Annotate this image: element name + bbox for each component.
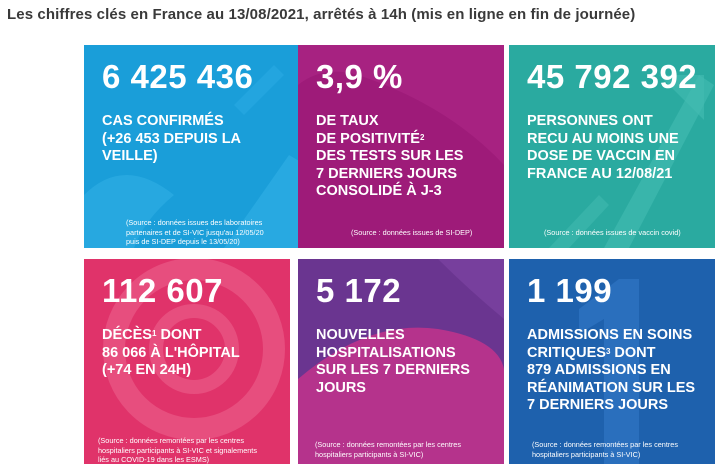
positivity-rate-tile: 3,9 % DE TAUX DE POSITIVITÉ2 DES TESTS S…	[298, 45, 504, 248]
positivity-rate-label: DE TAUX DE POSITIVITÉ2 DES TESTS SUR LES…	[316, 113, 464, 199]
critical-care-tile: 1 199 ADMISSIONS EN SOINS CRITIQUES3 DON…	[509, 259, 715, 464]
hospitalisations-source: (Source : données remontées par les cent…	[315, 440, 462, 459]
critical-care-source: (Source : données remontées par les cent…	[532, 440, 679, 459]
hospitalisations-label: NOUVELLES HOSPITALISATIONS SUR LES 7 DER…	[316, 327, 470, 396]
footnote-2: 2	[419, 132, 425, 142]
hospitalisations-tile: 5 172 NOUVELLES HOSPITALISATIONS SUR LES…	[298, 259, 504, 464]
confirmed-cases-label: CAS CONFIRMÉS (+26 453 DEPUIS LA VEILLE)	[102, 113, 242, 164]
deaths-label: DÉCÈS1 DONT 86 066 À L'HÔPITAL (+74 EN 2…	[102, 327, 240, 378]
confirmed-cases-source: (Source : données issues des laboratoire…	[126, 218, 264, 246]
deaths-tile: 112 607 DÉCÈS1 DONT 86 066 À L'HÔPITAL (…	[84, 259, 290, 464]
vaccination-tile: 45 792 392 PERSONNES ONT RECU AU MOINS U…	[509, 45, 715, 248]
vaccination-source: (Source : données issues de vaccin covid…	[544, 228, 681, 237]
vaccination-value: 45 792 392	[527, 58, 698, 95]
critical-care-value: 1 199	[527, 272, 613, 309]
hospitalisations-value: 5 172	[316, 272, 402, 309]
confirmed-cases-value: 6 425 436	[102, 58, 254, 95]
footnote-3: 3	[605, 346, 611, 356]
deaths-value: 112 607	[102, 272, 223, 309]
positivity-rate-value: 3,9 %	[316, 58, 403, 95]
page-title: Les chiffres clés en France au 13/08/202…	[7, 6, 636, 23]
footnote-1: 1	[151, 329, 157, 338]
positivity-rate-source: (Source : données issues de SI-DEP)	[351, 228, 473, 237]
deaths-source: (Source : données remontées par les cent…	[98, 436, 257, 464]
confirmed-cases-tile: 6 425 436 CAS CONFIRMÉS (+26 453 DEPUIS …	[84, 45, 306, 248]
critical-care-label: ADMISSIONS EN SOINS CRITIQUES3 DONT 879 …	[527, 327, 696, 413]
vaccination-label: PERSONNES ONT RECU AU MOINS UNE DOSE DE …	[527, 113, 679, 182]
